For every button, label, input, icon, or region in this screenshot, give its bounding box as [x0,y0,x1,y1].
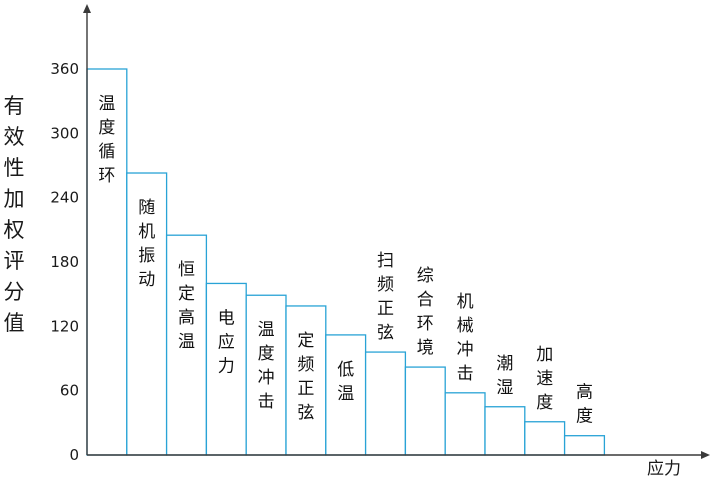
bar-group: 高度 [563,383,606,456]
bar-category-label-char: 速 [536,369,553,389]
bar-category-label-char: 高 [576,383,593,403]
x-axis-title: 应力 [647,459,681,479]
bar-category-label-char: 环 [417,314,434,334]
bar-category-label-char: 加 [536,345,553,365]
y-axis-title-char: 值 [4,311,25,335]
bar-category-label-char: 电 [218,308,235,328]
bar [524,421,566,456]
bar-category-label-char: 环 [98,166,115,186]
bar [404,366,446,456]
bar [285,305,327,456]
bar-category-label-char: 频 [297,355,314,375]
bar-category-label-char: 度 [536,393,553,413]
bar-category-label-char: 击 [258,392,275,412]
bar-category-label-char: 定 [178,284,195,304]
y-axis-title-char: 加 [4,187,25,211]
bar-category-label-char: 高 [178,308,195,328]
y-axis-title-char: 分 [4,280,25,304]
bar-category-label-char: 潮 [496,354,513,374]
bar-category-label-char: 度 [98,118,115,138]
bar-category-label-char: 随 [138,198,155,218]
bar-category-label-char: 湿 [496,378,513,398]
y-tick-labels: 0 60 120 180 240 300 360 [50,60,79,464]
bar [126,172,168,456]
y-tick-label: 0 [69,446,79,464]
y-axis-title-char: 性 [4,156,25,180]
y-axis-title-char: 评 [4,249,25,273]
bar-category-label-char: 综 [417,266,434,286]
bar-category-label-char: 动 [138,270,155,290]
bar-category-label-char: 力 [218,356,235,376]
bar-category-label-char: 度 [576,407,593,427]
bar-category-label-char: 扫 [377,251,394,271]
y-tick-label: 240 [50,189,79,207]
bar [484,406,526,456]
y-tick-label: 300 [50,124,79,142]
bar-category-label-char: 温 [98,94,115,114]
bar-category-label-char: 振 [138,246,155,266]
y-tick-label: 360 [50,60,79,78]
bar-category-label-char: 温 [178,332,195,352]
bar-category-label-char: 温 [337,384,354,404]
bar-group: 潮湿 [484,354,526,456]
bar-category-label-char: 机 [138,222,155,242]
bar-group: 低温 [325,334,367,456]
y-tick-label: 60 [60,382,79,400]
y-tick-label: 120 [50,317,79,335]
bar [86,68,128,456]
bar-category-label-char: 境 [417,338,434,358]
bar-group: 电应力 [205,282,247,456]
y-axis-title-char: 效 [4,125,25,149]
bar-category-label-char: 定 [297,331,314,351]
bar-category-label-char: 弦 [297,403,314,423]
bar-category-label-char: 正 [297,379,314,399]
bar-category-label-char: 频 [377,275,394,295]
bar-category-label-char: 应 [218,332,235,352]
bar [444,392,486,456]
y-axis-title-char: 权 [4,218,25,242]
y-axis-title-char: 有 [4,94,25,118]
bar-category-label-char: 合 [417,290,434,310]
bar-category-label-char: 恒 [178,260,195,280]
bar [364,351,407,456]
y-tick-label: 180 [50,253,79,271]
bar-group: 加速度 [524,345,566,456]
bar-category-label-char: 弦 [377,323,394,343]
bar-category-label-char: 温 [258,320,275,340]
bar-category-label-char: 循 [98,142,115,162]
bar-category-label-char: 低 [337,360,354,380]
bar [165,234,208,456]
bar-category-label-char: 机 [457,292,474,312]
bar-category-label-char: 度 [258,344,275,364]
bar-category-label-char: 击 [457,364,474,384]
bar [563,435,606,456]
bar-category-label-char: 正 [377,299,394,319]
bar-category-label-char: 械 [457,316,474,336]
bar-category-label-char: 冲 [258,368,275,388]
bar-category-label-char: 冲 [457,340,474,360]
